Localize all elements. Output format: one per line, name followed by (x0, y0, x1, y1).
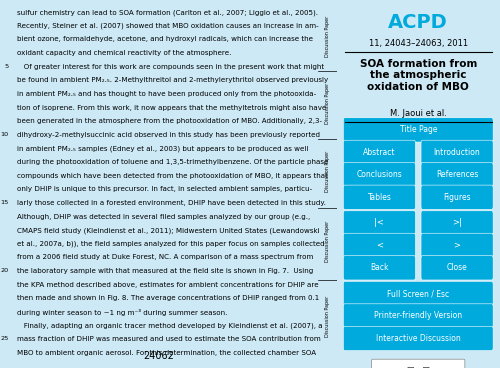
Text: Interactive Discussion: Interactive Discussion (376, 334, 460, 343)
Text: Abstract: Abstract (363, 148, 396, 157)
FancyBboxPatch shape (344, 326, 493, 351)
Text: Discussion Paper: Discussion Paper (324, 151, 330, 192)
Text: in ambient PM₂.₅ samples (Edney et al., 2003) but appears to be produced as well: in ambient PM₂.₅ samples (Edney et al., … (18, 145, 309, 152)
Text: |<: |< (374, 219, 384, 227)
Text: Close: Close (446, 263, 468, 272)
Text: <: < (376, 241, 383, 250)
Text: during winter season to ~1 ng m⁻³ during summer season.: during winter season to ~1 ng m⁻³ during… (18, 309, 228, 316)
Text: sulfur chemistry can lead to SOA formation (Carlton et al., 2007; Liggio et al.,: sulfur chemistry can lead to SOA formati… (18, 9, 318, 16)
Text: Finally, adapting an organic tracer method developed by Kleindienst et al. (2007: Finally, adapting an organic tracer meth… (18, 322, 323, 329)
FancyBboxPatch shape (344, 233, 415, 258)
Text: from a 2006 field study at Duke Forest, NC. A comparison of a mass spectrum from: from a 2006 field study at Duke Forest, … (18, 254, 314, 260)
Text: Back: Back (370, 263, 388, 272)
FancyBboxPatch shape (421, 185, 493, 209)
Text: Recently, Steiner et al. (2007) showed that MBO oxidation causes an increase in : Recently, Steiner et al. (2007) showed t… (18, 23, 319, 29)
Text: Figures: Figures (444, 193, 471, 202)
Text: Of greater interest for this work are compounds seen in the present work that mi: Of greater interest for this work are co… (18, 64, 324, 70)
FancyBboxPatch shape (344, 118, 493, 142)
Text: larly those collected in a forested environment, DHIP have been detected in this: larly those collected in a forested envi… (18, 200, 326, 206)
FancyBboxPatch shape (344, 282, 493, 306)
FancyBboxPatch shape (421, 211, 493, 235)
FancyBboxPatch shape (344, 211, 415, 235)
Text: References: References (436, 170, 478, 179)
FancyBboxPatch shape (344, 256, 415, 280)
Text: 20: 20 (1, 268, 9, 273)
Text: Title Page: Title Page (400, 125, 437, 134)
FancyBboxPatch shape (421, 233, 493, 258)
Text: the KPA method described above, estimates for ambient concentrations for DHIP ar: the KPA method described above, estimate… (18, 282, 319, 287)
Text: 24062: 24062 (144, 351, 174, 361)
Text: dihydroxy-2-methylsuccinic acid observed in this study has been previously repor: dihydroxy-2-methylsuccinic acid observed… (18, 132, 320, 138)
FancyBboxPatch shape (372, 359, 465, 368)
Text: be found in ambient PM₂.₅. 2-Methylthreitol and 2-methylerythritol observed prev: be found in ambient PM₂.₅. 2-Methylthrei… (18, 77, 328, 83)
Text: SOA formation from
the atmospheric
oxidation of MBO: SOA formation from the atmospheric oxida… (360, 59, 477, 92)
Text: >: > (454, 241, 460, 250)
Text: the laboratory sample with that measured at the field site is shown in Fig. 7.  : the laboratory sample with that measured… (18, 268, 314, 274)
Text: 5: 5 (5, 64, 9, 69)
Text: Full Screen / Esc: Full Screen / Esc (387, 289, 450, 298)
Text: in ambient PM₂.₅ and has thought to have been produced only from the photooxida-: in ambient PM₂.₅ and has thought to have… (18, 91, 316, 97)
FancyBboxPatch shape (344, 163, 415, 187)
Text: Conclusions: Conclusions (356, 170, 403, 179)
Text: during the photooxidation of toluene and 1,3,5-trimethylbenzene. Of the particle: during the photooxidation of toluene and… (18, 159, 329, 165)
FancyBboxPatch shape (421, 140, 493, 164)
Text: CMAPS field study (Kleindienst et al., 2011); Midwestern United States (Lewandow: CMAPS field study (Kleindienst et al., 2… (18, 227, 320, 234)
FancyBboxPatch shape (421, 256, 493, 280)
Text: 10: 10 (1, 132, 9, 137)
Text: Discussion Paper: Discussion Paper (324, 16, 330, 57)
Text: Introduction: Introduction (434, 148, 480, 157)
Text: Discussion Paper: Discussion Paper (324, 220, 330, 262)
Text: only DHIP is unique to this precursor. In fact, in selected ambient samples, par: only DHIP is unique to this precursor. I… (18, 186, 312, 192)
Text: then made and shown in Fig. 8. The average concentrations of DHIP ranged from 0.: then made and shown in Fig. 8. The avera… (18, 295, 320, 301)
Text: Although, DHIP was detected in several filed samples analyzed by our group (e.g.: Although, DHIP was detected in several f… (18, 213, 310, 220)
FancyBboxPatch shape (421, 163, 493, 187)
Text: Discussion Paper: Discussion Paper (324, 296, 330, 337)
Text: et al., 2007a, b)), the field samples analyzed for this paper focus on samples c: et al., 2007a, b)), the field samples an… (18, 241, 325, 247)
FancyBboxPatch shape (344, 185, 415, 209)
Text: Tables: Tables (368, 193, 392, 202)
Text: compounds which have been detected from the photooxidation of MBO, it appears th: compounds which have been detected from … (18, 173, 328, 178)
Text: Ⓒ  ⓘ: Ⓒ ⓘ (407, 366, 430, 368)
Text: M. Jaoui et al.: M. Jaoui et al. (390, 109, 446, 117)
Text: oxidant capacity and chemical reactivity of the atmosphere.: oxidant capacity and chemical reactivity… (18, 50, 232, 56)
Text: 25: 25 (0, 336, 9, 341)
Text: bient ozone, formaldehyde, acetone, and hydroxyl radicals, which can increase th: bient ozone, formaldehyde, acetone, and … (18, 36, 314, 42)
Text: mass fraction of DHIP was measured and used to estimate the SOA contribution fro: mass fraction of DHIP was measured and u… (18, 336, 321, 342)
Text: Discussion Paper: Discussion Paper (324, 82, 330, 124)
Text: >|: >| (452, 219, 462, 227)
Text: MBO to ambient organic aerosol. For this determination, the collected chamber SO: MBO to ambient organic aerosol. For this… (18, 350, 316, 355)
Text: ACPD: ACPD (388, 13, 448, 32)
Text: been generated in the atmosphere from the photooxidation of MBO. Additionally, 2: been generated in the atmosphere from th… (18, 118, 322, 124)
FancyBboxPatch shape (344, 140, 415, 164)
Text: 15: 15 (0, 200, 9, 205)
Text: 11, 24043–24063, 2011: 11, 24043–24063, 2011 (368, 39, 468, 47)
FancyBboxPatch shape (344, 304, 493, 328)
Text: tion of isoprene. From this work, it now appears that the methyltetrols might al: tion of isoprene. From this work, it now… (18, 105, 327, 110)
Text: Printer-friendly Version: Printer-friendly Version (374, 311, 462, 321)
